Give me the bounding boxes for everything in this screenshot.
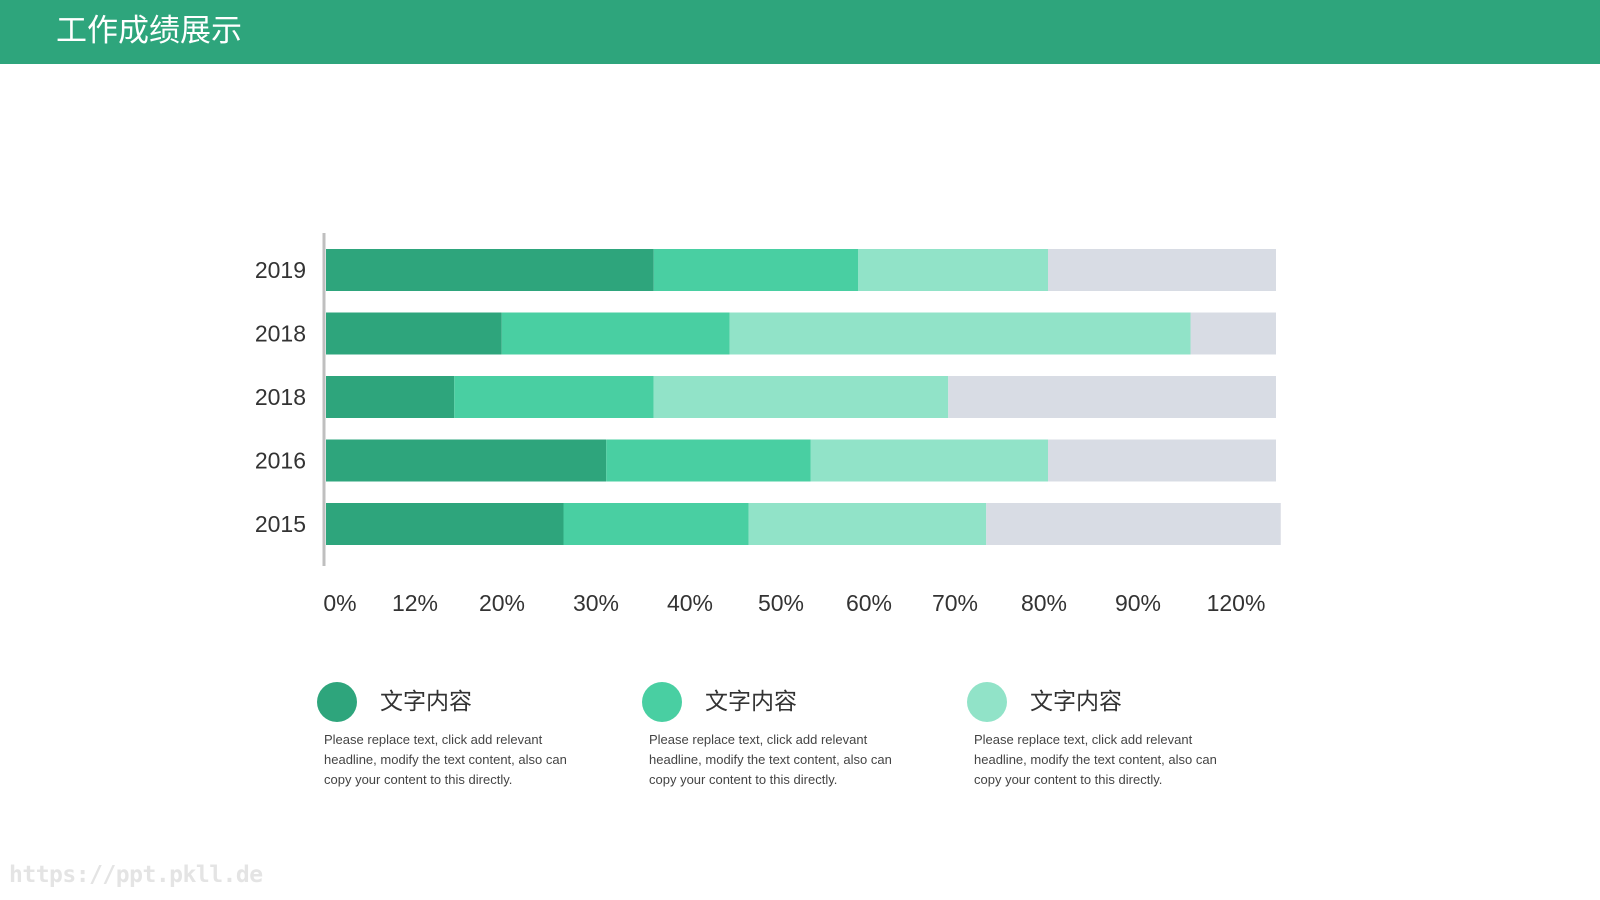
bar-segment bbox=[748, 503, 987, 545]
bar-segment bbox=[1048, 439, 1276, 482]
bar-segment bbox=[1048, 249, 1276, 291]
x-tick-label: 20% bbox=[479, 590, 525, 616]
bar-segment bbox=[986, 503, 1281, 545]
bar-segment bbox=[948, 376, 1276, 418]
bar-segment bbox=[653, 249, 858, 291]
legend-dot-icon bbox=[967, 682, 1007, 722]
bar-segment bbox=[326, 376, 455, 418]
y-tick-label: 2019 bbox=[255, 257, 306, 283]
bar-segment bbox=[326, 439, 607, 482]
bar-segment bbox=[563, 503, 749, 545]
page-title: 工作成绩展示 bbox=[56, 13, 242, 49]
legend-description: Please replace text, click add relevant … bbox=[974, 732, 1217, 787]
header-bar: 工作成绩展示 bbox=[0, 0, 1600, 64]
legend-title: 文字内容 bbox=[1030, 689, 1122, 715]
y-tick-label: 2018 bbox=[255, 321, 306, 347]
bar-segment bbox=[501, 312, 730, 355]
x-tick-label: 0% bbox=[323, 590, 356, 616]
bar-segment bbox=[326, 312, 502, 355]
bar-segment bbox=[326, 503, 564, 545]
legend-title: 文字内容 bbox=[380, 689, 472, 715]
legend-title: 文字内容 bbox=[705, 689, 797, 715]
y-tick-label: 2015 bbox=[255, 511, 306, 537]
x-tick-label: 90% bbox=[1115, 590, 1161, 616]
bar-segment bbox=[858, 249, 1048, 291]
x-tick-label: 50% bbox=[758, 590, 804, 616]
x-tick-label: 80% bbox=[1021, 590, 1067, 616]
bar-segment bbox=[810, 439, 1048, 482]
bar-segment bbox=[653, 376, 949, 418]
legend-dot-icon bbox=[642, 682, 682, 722]
x-tick-label: 120% bbox=[1207, 590, 1266, 616]
x-tick-label: 40% bbox=[667, 590, 713, 616]
bar-segment bbox=[454, 376, 654, 418]
bar-segment bbox=[729, 312, 1191, 355]
y-tick-label: 2016 bbox=[255, 448, 306, 474]
legend-description: Please replace text, click add relevant … bbox=[324, 732, 567, 787]
x-tick-label: 70% bbox=[932, 590, 978, 616]
legend-description: Please replace text, click add relevant … bbox=[649, 732, 892, 787]
y-tick-label: 2018 bbox=[255, 384, 306, 410]
watermark-text: https://ppt.pkll.de bbox=[9, 862, 263, 888]
x-tick-label: 12% bbox=[392, 590, 438, 616]
x-tick-label: 30% bbox=[573, 590, 619, 616]
bar-segment bbox=[606, 439, 811, 482]
bar-segment bbox=[326, 249, 654, 291]
legend-dot-icon bbox=[317, 682, 357, 722]
x-tick-label: 60% bbox=[846, 590, 892, 616]
bar-segment bbox=[1190, 312, 1276, 355]
